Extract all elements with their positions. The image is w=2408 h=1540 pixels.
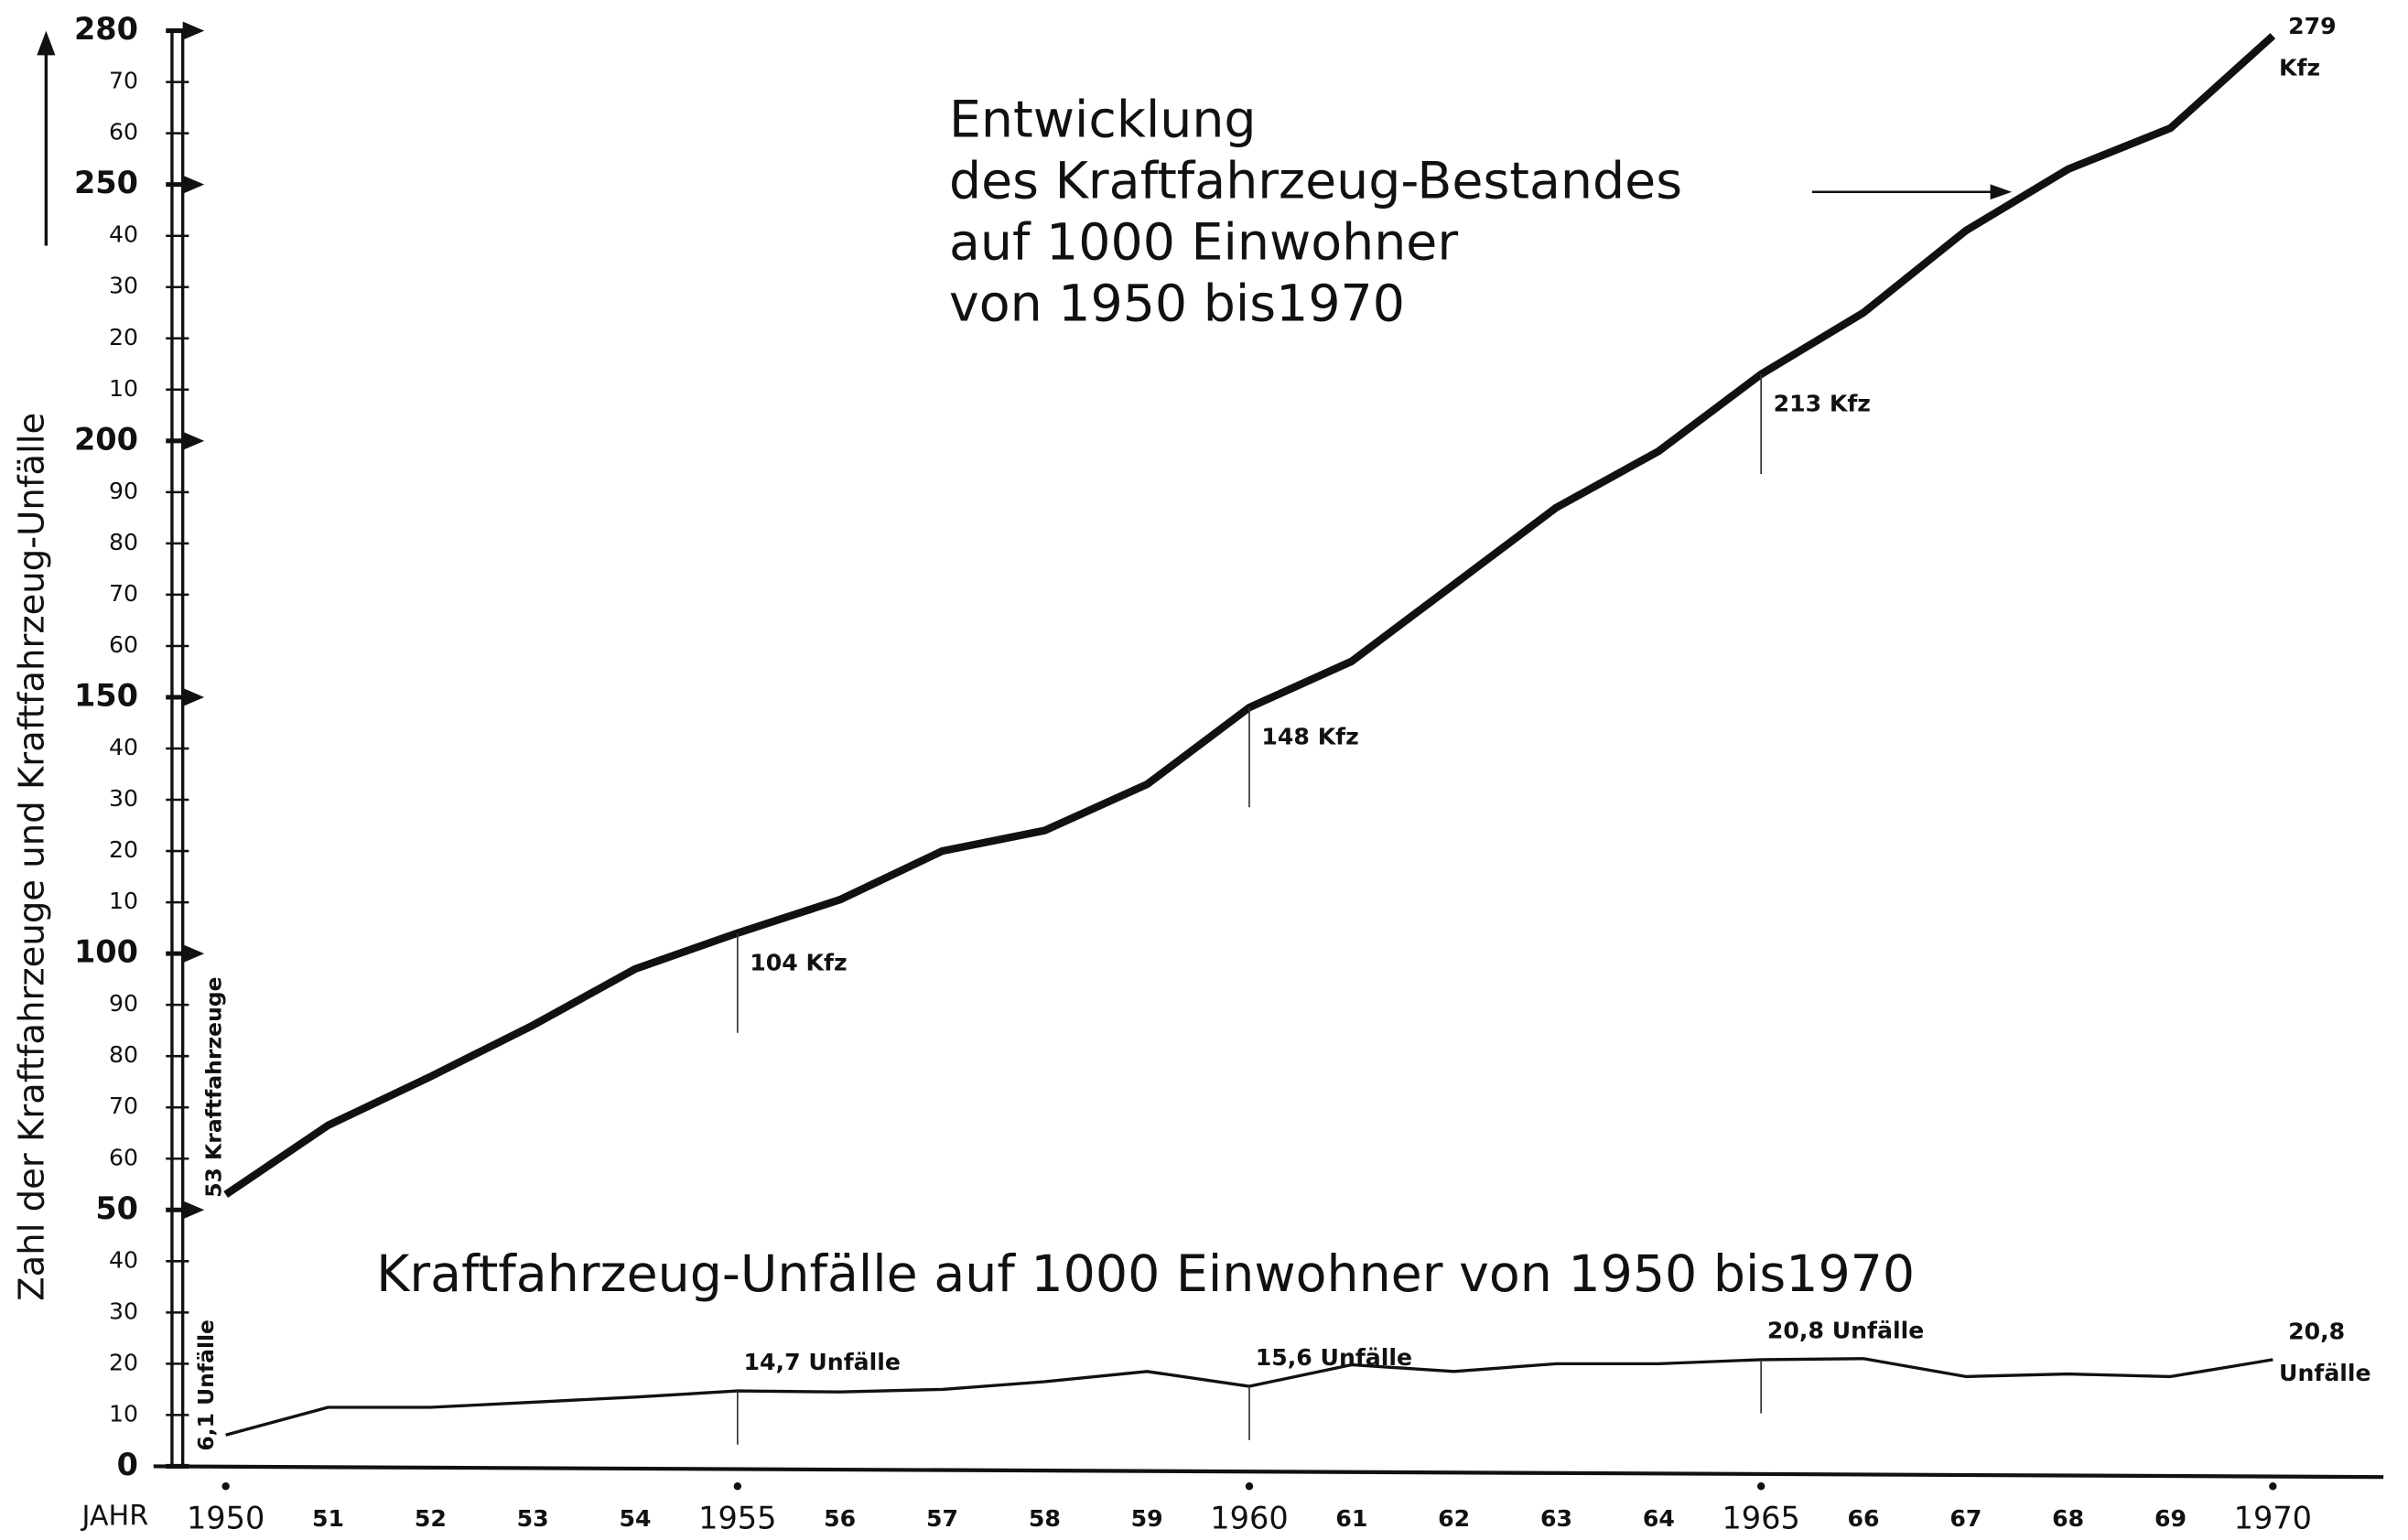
y-tick-marker: [182, 944, 205, 964]
y-tick-label: 250: [74, 165, 138, 200]
data-label-line: Kfz: [2279, 55, 2320, 81]
y-tick-label: 10: [109, 1400, 138, 1427]
y-tick-label: 30: [109, 273, 138, 299]
y-tick-marker: [182, 1201, 205, 1220]
data-label: 104 Kfz: [750, 949, 847, 975]
series-name: Kraftfahrzeug-Unfälle auf 1000 Einwohner…: [376, 1245, 1915, 1304]
data-label: 15,6 Unfälle: [1256, 1344, 1412, 1371]
x-tick-label: 68: [2052, 1505, 2084, 1532]
x-tick-label: 1970: [2234, 1501, 2312, 1536]
x-tick-dot: [1756, 1482, 1766, 1491]
data-label: 213 Kfz: [1774, 391, 1871, 417]
y-tick-label: 10: [109, 375, 138, 402]
data-label-line: 279: [2288, 13, 2337, 39]
x-tick-label: 51: [312, 1505, 344, 1532]
y-tick-label: 40: [109, 734, 138, 760]
y-tick-label: 90: [109, 990, 138, 1017]
series-name: von 1950 bis1970: [949, 275, 1405, 334]
data-label: 6,1 Unfälle: [193, 1319, 219, 1451]
y-tick-label: 70: [109, 68, 138, 94]
data-label: 279 Kfz: [2279, 13, 2337, 81]
y-tick-label: 30: [109, 785, 138, 812]
x-tick-label: 62: [1438, 1505, 1470, 1532]
y-tick-marker: [182, 21, 205, 40]
x-tick-dot: [2269, 1482, 2277, 1491]
y-tick-label: 20: [109, 1349, 138, 1375]
axis-arrow-head: [37, 30, 56, 56]
x-tick-label: 56: [824, 1505, 856, 1532]
series-name: Entwicklung: [949, 91, 1257, 149]
y-tick-label: 280: [74, 11, 138, 47]
data-label-line: 20,8: [2288, 1318, 2345, 1344]
y-tick-label: 60: [109, 119, 138, 145]
y-tick-label: 70: [109, 1093, 138, 1119]
y-tick-label: 20: [109, 836, 138, 863]
y-tick-label: 40: [109, 1246, 138, 1273]
x-tick-label: 61: [1335, 1505, 1367, 1532]
y-tick-label: 90: [109, 478, 138, 504]
y-tick-label: 40: [109, 221, 138, 248]
x-tick-label: 66: [1847, 1505, 1879, 1532]
x-tick-label: 54: [619, 1505, 651, 1532]
x-tick-label: 53: [517, 1505, 549, 1532]
data-label: 20,8 Unfälle: [2279, 1318, 2371, 1385]
y-tick-label: 50: [95, 1190, 138, 1226]
data-label: 14,7 Unfälle: [744, 1349, 901, 1375]
x-axis-label: JAHR: [80, 1500, 148, 1532]
y-tick-label: 150: [74, 677, 138, 713]
x-tick-label: 57: [926, 1505, 958, 1532]
y-tick-label: 70: [109, 580, 138, 607]
y-tick-marker: [182, 175, 205, 194]
x-tick-label: 63: [1540, 1505, 1572, 1532]
annotation-arrow-head: [1990, 184, 2013, 200]
x-tick-label: 69: [2154, 1505, 2187, 1532]
y-tick-label: 60: [109, 1144, 138, 1170]
data-label: 20,8 Unfälle: [1767, 1318, 1924, 1344]
x-tick-dot: [221, 1482, 230, 1491]
y-axis-label: Zahl der Kraftfahrzeuge und Kraftfahrzeu…: [11, 413, 52, 1301]
x-tick-label: 1965: [1722, 1501, 1799, 1536]
x-tick-dot: [1245, 1482, 1254, 1491]
y-tick-marker: [182, 687, 205, 707]
x-tick-dot: [733, 1482, 742, 1491]
x-tick-label: 67: [1949, 1505, 1981, 1532]
y-tick-label: 200: [74, 421, 138, 457]
x-tick-label: 58: [1029, 1505, 1061, 1532]
x-tick-label: 64: [1643, 1505, 1675, 1532]
data-label: 53 Kraftfahrzeuge: [200, 976, 226, 1197]
y-tick-label: 100: [74, 934, 138, 970]
data-label-line: Unfälle: [2279, 1360, 2371, 1386]
series-name: des Kraftfahrzeug-Bestandes: [949, 153, 1682, 211]
x-tick-label: 52: [415, 1505, 447, 1532]
x-tick-label: 1960: [1210, 1501, 1288, 1536]
x-tick-label: 59: [1131, 1505, 1163, 1532]
data-label: 148 Kfz: [1261, 724, 1358, 750]
y-tick-label: 60: [109, 631, 138, 658]
y-tick-marker: [182, 431, 205, 450]
y-tick-label: 10: [109, 888, 138, 914]
y-tick-label: 20: [109, 324, 138, 350]
y-tick-label: 30: [109, 1298, 138, 1324]
x-tick-label: 1950: [187, 1501, 265, 1536]
y-tick-label: 0: [117, 1447, 138, 1482]
x-tick-label: 1955: [698, 1501, 776, 1536]
y-tick-label: 80: [109, 1041, 138, 1068]
series-name: auf 1000 Einwohner: [949, 214, 1458, 273]
y-tick-label: 80: [109, 529, 138, 555]
data-line: [225, 1357, 2273, 1437]
x-axis: [153, 1464, 2384, 1480]
